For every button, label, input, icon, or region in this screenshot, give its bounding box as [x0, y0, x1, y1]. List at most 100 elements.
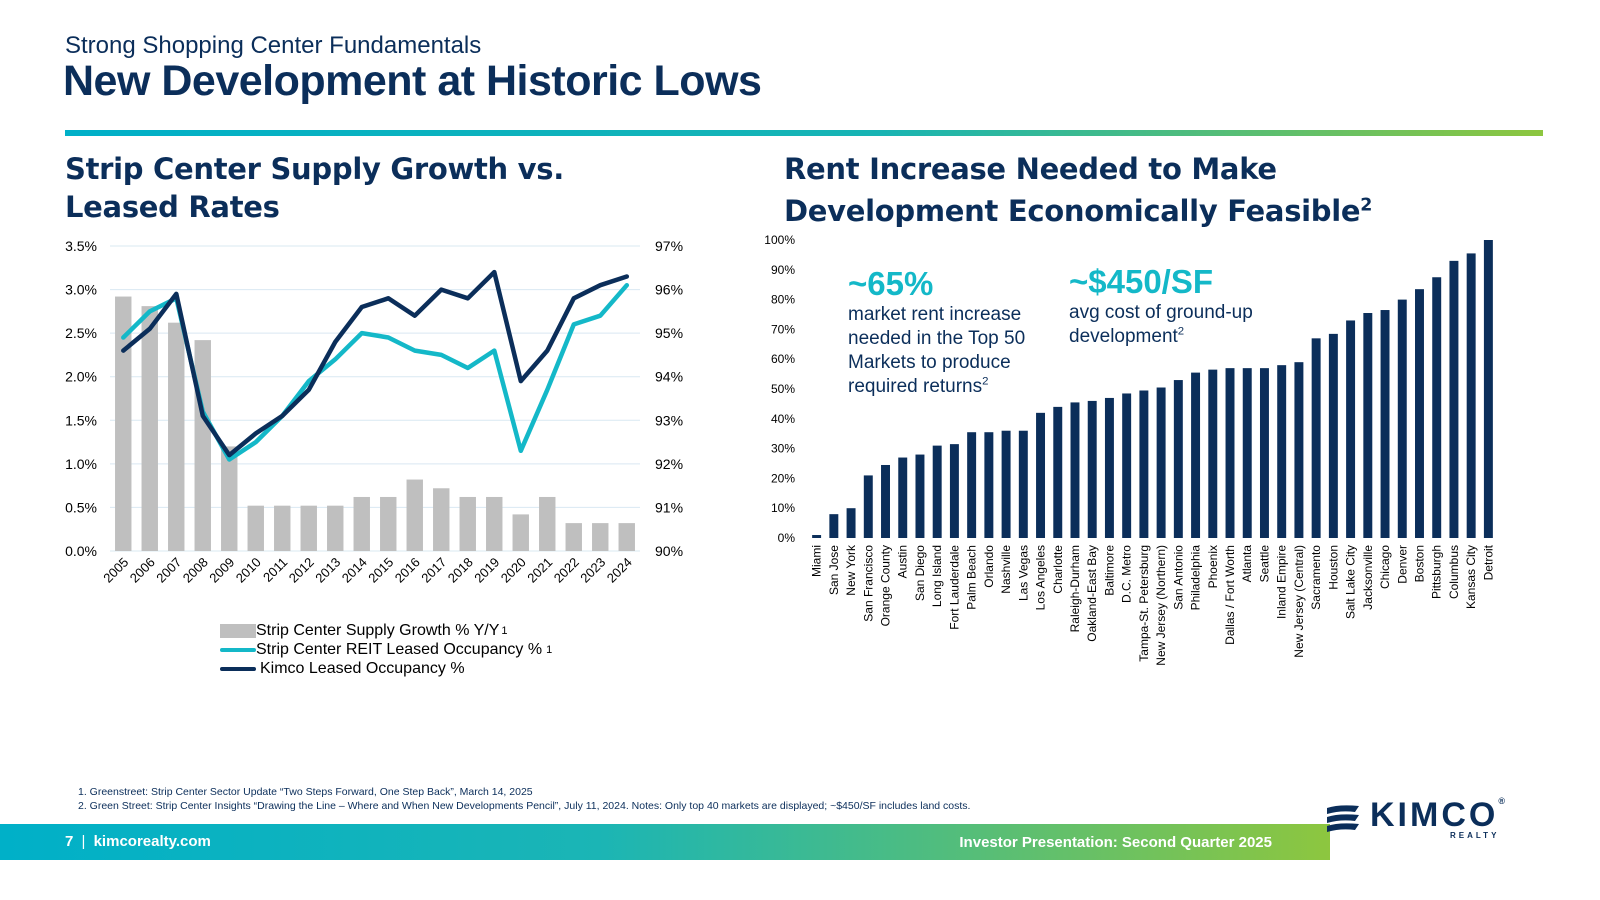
right-title-sup: 2: [1360, 195, 1373, 216]
rent-increase-bar: [1173, 380, 1183, 538]
callout-cost: ~$450/SF avg cost of ground-up developme…: [1069, 263, 1299, 349]
market-label: Austin: [896, 545, 910, 578]
market-label: Jacksonville: [1361, 545, 1375, 610]
y-tick-label: 100%: [764, 233, 795, 247]
supply-growth-bar: [327, 505, 344, 551]
left-chart-grid: [110, 245, 640, 552]
right-title-line2: Development Economically Feasible: [784, 194, 1361, 228]
rent-increase-bar: [1449, 260, 1459, 538]
y-left-tick-label: 1.5%: [65, 412, 97, 428]
rent-increase-bar: [1191, 372, 1201, 538]
y-left-tick-label: 0.5%: [65, 499, 97, 515]
footer-site-link[interactable]: kimcorealty.com: [93, 833, 211, 850]
market-label: Houston: [1326, 545, 1340, 590]
callout-cost-value: ~$450/SF: [1069, 263, 1214, 300]
market-label: Miami: [810, 545, 824, 577]
callout-rent-desc: market rent increase needed in the Top 5…: [848, 304, 1026, 397]
legend-reit-occupancy: Strip Center REIT Leased Occupancy % 1: [220, 641, 552, 659]
y-right-tick-label: 94%: [655, 369, 683, 385]
y-right-tick-label: 97%: [655, 238, 683, 254]
rent-increase-bar: [1259, 368, 1269, 538]
callout-cost-desc: avg cost of ground-up development: [1069, 302, 1253, 347]
rent-increase-bar: [846, 508, 856, 538]
rent-increase-bar: [967, 432, 977, 538]
market-label: Salt Lake City: [1344, 545, 1358, 619]
x-tick-label: 2008: [180, 555, 211, 586]
market-label: Philadelphia: [1189, 545, 1203, 611]
market-label: New Jersey (Central): [1292, 545, 1306, 658]
x-tick-label: 2022: [551, 555, 582, 586]
rent-increase-bar: [1277, 365, 1287, 538]
rent-increase-bar: [1328, 333, 1338, 538]
rent-increase-chart: 0%10%20%30%40%50%60%70%80%90%100% Miami S…: [764, 233, 1496, 666]
rent-increase-bar: [1018, 430, 1028, 538]
rent-increase-bar: [1001, 430, 1011, 538]
x-tick-label: 2015: [365, 555, 396, 586]
rent-increase-bar: [1415, 289, 1424, 538]
supply-growth-bar: [565, 523, 582, 551]
market-label: Fort Lauderdale: [947, 545, 961, 630]
market-label: Las Vegas: [1016, 545, 1030, 601]
supply-growth-bar: [247, 505, 264, 551]
legend-teal-swatch: [220, 648, 256, 652]
y-tick-label: 80%: [771, 293, 795, 307]
right-chart-y-axis: 0% 10% 20% 30% 40% 50% 60% 70% 80% 90% 100%: [764, 233, 795, 545]
supply-growth-bar: [592, 523, 609, 551]
y-left-tick-label: 2.5%: [65, 325, 97, 341]
right-chart-x-axis: Miami San Jose New York San Francisco Orange…: [810, 544, 1496, 666]
x-tick-label: 2010: [233, 555, 264, 586]
market-label: Seattle: [1257, 545, 1271, 583]
supply-growth-bar: [618, 523, 635, 551]
rent-increase-bar: [1104, 397, 1114, 538]
market-label: San Jose: [827, 545, 841, 595]
footer-bar: [0, 824, 1330, 860]
market-label: Raleigh-Durham: [1068, 545, 1082, 632]
market-label: Atlanta: [1240, 545, 1254, 583]
market-label: Columbus: [1447, 545, 1461, 599]
left-chart-x-axis: 2005200620072008200920102011201220132014…: [100, 555, 635, 586]
market-label: Phoenix: [1206, 545, 1220, 588]
x-tick-label: 2020: [498, 555, 529, 586]
market-label: Sacramento: [1309, 545, 1323, 610]
rent-increase-bar: [812, 535, 822, 538]
title-divider: [65, 130, 1543, 136]
rent-increase-bar: [984, 432, 994, 538]
logo-registered: ®: [1498, 796, 1505, 806]
y-tick-label: 70%: [771, 322, 795, 336]
supply-growth-bar: [512, 514, 529, 551]
y-tick-label: 0%: [778, 531, 796, 545]
kimco-logo-sub: REALTY: [1450, 831, 1500, 840]
market-label: Pittsburgh: [1430, 545, 1444, 599]
rent-increase-bar: [1483, 240, 1493, 538]
rent-increase-bar: [898, 457, 908, 538]
callout-rent-sup: 2: [982, 375, 989, 388]
y-tick-label: 40%: [771, 412, 795, 426]
supply-growth-bar: [486, 496, 503, 551]
callout-cost-sup: 2: [1177, 325, 1185, 338]
right-title-line1: Rent Increase Needed to Make: [784, 152, 1277, 186]
rent-increase-bar: [1363, 313, 1373, 538]
x-tick-label: 2023: [577, 555, 608, 586]
supply-growth-bar: [539, 496, 556, 551]
kimco-logo-text: KIMCO®: [1370, 796, 1505, 835]
market-label: San Antonio: [1171, 545, 1185, 610]
right-chart-bars: [812, 240, 1493, 538]
left-chart-lines: [121, 269, 630, 462]
left-chart-title: Strip Center Supply Growth vs. Leased Ra…: [65, 152, 564, 224]
rent-increase-bar: [881, 464, 890, 538]
x-tick-label: 2017: [418, 555, 449, 586]
supply-growth-bar: [459, 496, 476, 551]
legend-navy-swatch: [220, 667, 256, 671]
supply-growth-bar: [141, 306, 158, 551]
page-subtitle: Strong Shopping Center Fundamentals: [65, 32, 482, 59]
x-tick-label: 2006: [127, 555, 158, 586]
rent-increase-bar: [829, 514, 839, 538]
page-number: 7: [65, 833, 74, 850]
rent-increase-bar: [949, 444, 959, 538]
callout-cost-text: avg cost of ground-up development2: [1069, 301, 1299, 349]
legend-kimco-occupancy: Kimco Leased Occupancy %: [220, 660, 465, 678]
rent-increase-bar: [1087, 400, 1097, 538]
y-tick-label: 30%: [771, 442, 795, 456]
supply-occupancy-chart: 0.0%0.5%1.0%1.5%2.0%2.5%3.0%3.5% 90%91%9…: [65, 238, 683, 586]
rent-increase-bar: [1294, 362, 1304, 538]
